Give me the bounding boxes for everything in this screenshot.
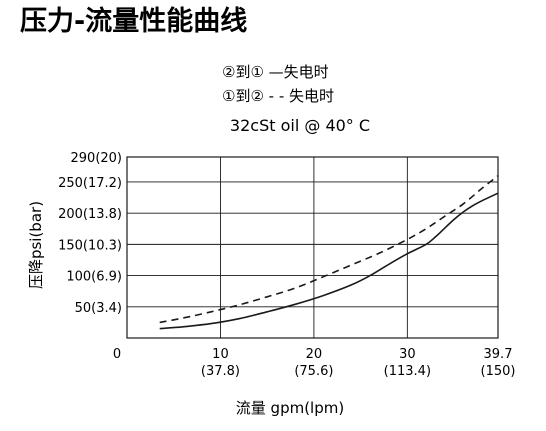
x-axis-ticks: 0 10 (37.8) 20 (75.6) 30 (113.4) 39.7 (150) (113, 347, 516, 379)
x-tick-label: 39.7 (484, 347, 513, 362)
y-tick-label: 100(6.9) (66, 270, 122, 285)
x-tick-sublabel: (150) (481, 364, 516, 379)
x-tick-label: 20 (306, 347, 323, 362)
x-tick-sublabel: (37.8) (201, 364, 240, 379)
series-line-dashed (159, 175, 499, 324)
test-condition-note: 32cSt oil @ 40° C (230, 116, 370, 135)
x-tick-sublabel: (75.6) (294, 364, 333, 379)
x-tick-sublabel: (113.4) (384, 364, 431, 379)
y-tick-label: 250(17.2) (58, 176, 122, 191)
y-axis-ticks: 50(3.4) 100(6.9) 150(10.3) 200(13.8) 250(17.… (58, 151, 122, 316)
legend-item-solid: ②到① —失电时 (222, 63, 329, 81)
legend: ②到① —失电时 ①到② - - 失电时 (222, 63, 334, 105)
x-tick-label: 0 (113, 347, 121, 362)
plot-frame (126, 156, 499, 339)
x-axis-title: 流量 gpm(lpm) (236, 399, 344, 417)
series-layer (159, 175, 499, 330)
y-tick-label: 290(20) (71, 151, 123, 166)
y-axis-title: 压降psi(bar) (27, 201, 45, 289)
chart-title: 压力-流量性能曲线 (20, 5, 247, 37)
x-tick-label: 30 (399, 347, 416, 362)
y-tick-label: 150(10.3) (58, 238, 122, 253)
y-tick-label: 200(13.8) (58, 207, 122, 222)
legend-item-dashed: ①到② - - 失电时 (222, 87, 334, 105)
grid-lines (127, 157, 498, 338)
series-line-solid (159, 192, 499, 330)
y-tick-label: 50(3.4) (75, 301, 122, 316)
x-tick-label: 10 (212, 347, 229, 362)
